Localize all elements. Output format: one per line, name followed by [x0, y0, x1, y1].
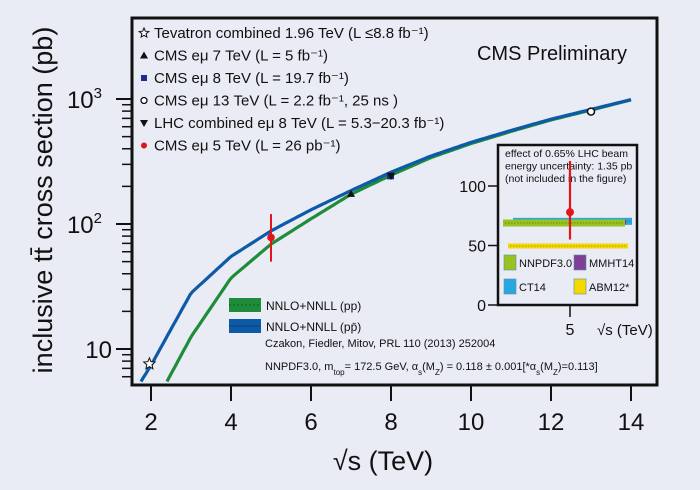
legend-entry-label: CMS eμ 7 TeV (L = 5 fb⁻¹)	[154, 48, 328, 65]
point-tevatron	[142, 356, 157, 370]
x-tick-label: 12	[538, 409, 565, 436]
x-axis: 2 4 6 8 10 12 14	[144, 385, 644, 436]
point-cms-13tev	[586, 107, 596, 116]
inset-band-nnpdf30	[503, 219, 625, 227]
legend-entry-label: CMS eμ 8 TeV (L = 19.7 fb⁻¹)	[154, 70, 349, 87]
legend-marker-open-circle	[140, 96, 148, 105]
y-tick-label: 102	[67, 210, 102, 239]
inset-frame	[496, 143, 639, 307]
y-tick-label: 103	[67, 85, 102, 114]
legend-marker-square	[141, 75, 147, 81]
x-tick-label: 8	[384, 409, 397, 436]
x-tick-label: 2	[144, 409, 157, 436]
legend: Tevatron combined 1.96 TeV (L ≤8.8 fb⁻¹)…	[137, 25, 444, 155]
y-tick-exponent: 3	[94, 85, 102, 102]
y-axis-label: inclusive tt̄ cross section (pb)	[28, 27, 58, 374]
inset-legend-label: CT14	[519, 282, 546, 294]
plot-frame	[130, 16, 659, 387]
inset-note-line: effect of 0.65% LHC beam	[505, 148, 628, 160]
point-cms-5tev	[267, 233, 275, 242]
inset-note-line: energy uncertainty: 1.35 pb	[505, 161, 632, 173]
annotation-parameters: NNPDF3.0, mtop= 172.5 GeV, αs(MZ) = 0.11…	[265, 361, 598, 377]
band-legend: NNLO+NNLL (pp) NNLO+NNLL (pp̄)	[229, 298, 361, 334]
y-axis: 10 102 103	[67, 85, 132, 378]
x-axis-label: √s (TeV)	[333, 446, 433, 476]
inset-y-tick-label: 100	[459, 179, 486, 196]
inset-legend-label: MMHT14	[589, 258, 634, 270]
point-cms-7tev	[347, 189, 355, 197]
inset-x-tick-label: 5	[566, 322, 575, 339]
legend-marker-circle	[141, 142, 147, 149]
band-legend-label: NNLO+NNLL (pp)	[266, 299, 361, 313]
inset-x-axis-label: √s (TeV)	[597, 322, 653, 339]
inset-y-tick-label: 0	[477, 298, 486, 315]
y-tick-label: 10	[85, 337, 112, 364]
legend-entry-label: CMS eμ 13 TeV (L = 2.2 fb⁻¹, 25 ns )	[154, 93, 398, 110]
inset-legend-swatch	[503, 254, 517, 271]
inset-legend-label: ABM12*	[589, 282, 630, 294]
curve-ppbar	[139, 97, 632, 383]
x-tick-label: 4	[224, 409, 237, 436]
legend-entry-label: CMS eμ 5 TeV (L = 26 pb⁻¹)	[154, 138, 341, 155]
inset-background	[498, 145, 637, 317]
legend-marker-triangle-up	[140, 51, 148, 59]
data-points	[142, 107, 596, 370]
inset-legend-label: NNPDF3.0	[519, 258, 572, 270]
inset-y-tick-label: 50	[468, 239, 486, 256]
annotation-reference: Czakon, Fiedler, Mitov, PRL 110 (2013) 2…	[265, 338, 495, 350]
x-tick-label: 14	[618, 409, 645, 436]
legend-entry-label: Tevatron combined 1.96 TeV (L ≤8.8 fb⁻¹)	[154, 25, 429, 42]
inset-legend-swatch	[573, 254, 587, 271]
inset-legend-swatch	[503, 278, 517, 295]
x-tick-label: 6	[304, 409, 317, 436]
inset-legend-swatch	[573, 278, 587, 295]
point-lhc-8tev	[387, 173, 395, 181]
band-legend-label: NNLO+NNLL (pp̄)	[266, 320, 361, 334]
inset-note-line: (not included in the figure)	[505, 173, 626, 185]
chart-title: CMS Preliminary	[477, 43, 627, 65]
theory-curves	[139, 97, 632, 383]
y-tick-exponent: 2	[94, 210, 102, 227]
inset-point-cms-5tev	[566, 208, 574, 217]
x-tick-label: 10	[458, 409, 485, 436]
legend-marker-triangle-down	[140, 120, 148, 127]
legend-entry-label: LHC combined eμ 8 TeV (L = 5.3−20.3 fb⁻¹…	[154, 115, 444, 132]
legend-marker-star	[137, 26, 151, 39]
